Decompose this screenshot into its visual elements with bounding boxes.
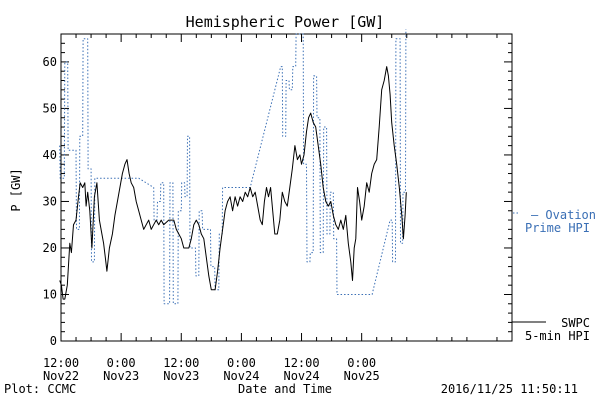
y-axis-title: P [GW] [9, 168, 23, 211]
y-tick-label: 30 [43, 194, 57, 208]
footer-timestamp: 2016/11/25 11:50:11 [441, 382, 578, 396]
x-axis: 12:00Nov220:00Nov2312:00Nov230:00Nov2412… [43, 34, 513, 383]
x-tick-label-date: Nov22 [43, 369, 79, 383]
x-tick-label-date: Nov24 [283, 369, 319, 383]
x-axis-title: Date and Time [238, 382, 332, 396]
y-tick-label: 40 [43, 148, 57, 162]
x-tick-label-date: Nov23 [163, 369, 199, 383]
y-axis: 0 10 20 30 40 50 60 [43, 33, 512, 348]
y-tick-label: 0 [50, 334, 57, 348]
legend-ovation-label: — Ovation [531, 208, 596, 222]
series-layer [59, 29, 407, 305]
y-tick-label: 10 [43, 287, 57, 301]
x-tick-label-time: 0:00 [107, 356, 136, 370]
legend-ovation-label-2: Prime HPI [525, 221, 590, 235]
legend-swpc-label-2: 5-min HPI [525, 329, 590, 343]
y-tick-label: 60 [43, 55, 57, 69]
x-tick-label-date: Nov23 [103, 369, 139, 383]
x-tick-label-time: 12:00 [163, 356, 199, 370]
x-tick-label-time: 12:00 [283, 356, 319, 370]
legend-swpc-label: SWPC [561, 316, 590, 330]
x-tick-label-time: 12:00 [43, 356, 79, 370]
x-tick-label-date: Nov25 [344, 369, 380, 383]
footer-plot-credit: Plot: CCMC [4, 382, 76, 396]
x-tick-label-time: 0:00 [227, 356, 256, 370]
x-tick-label-date: Nov24 [223, 369, 259, 383]
series-line-ovation-prime [59, 29, 407, 305]
series-line-swpc [59, 66, 407, 300]
y-tick-label: 50 [43, 101, 57, 115]
chart-title: Hemispheric Power [GW] [186, 13, 385, 31]
x-tick-label-time: 0:00 [347, 356, 376, 370]
y-tick-label: 20 [43, 241, 57, 255]
